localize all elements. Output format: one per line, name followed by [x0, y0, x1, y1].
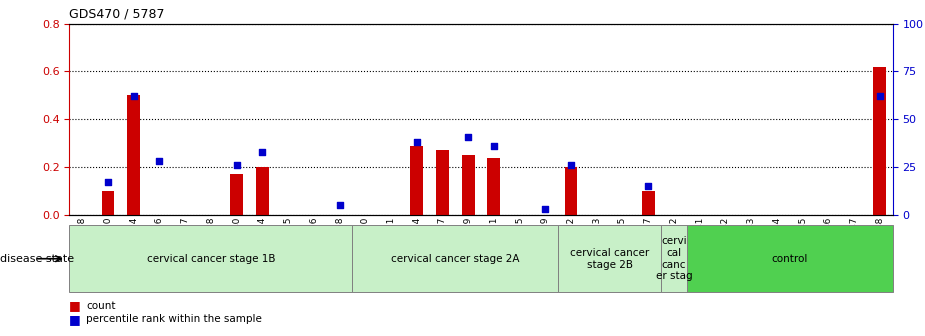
Text: cervical cancer stage 2A: cervical cancer stage 2A	[391, 254, 520, 264]
Bar	[69, 225, 352, 292]
Point	[872, 94, 887, 99]
Text: disease state: disease state	[0, 254, 74, 264]
Text: percentile rank within the sample: percentile rank within the sample	[86, 314, 262, 324]
Text: count: count	[86, 301, 116, 311]
Text: cervical cancer stage 1B: cervical cancer stage 1B	[147, 254, 275, 264]
Bar	[352, 225, 558, 292]
Bar	[487, 158, 500, 215]
Text: ■: ■	[69, 299, 81, 312]
Point	[409, 139, 424, 145]
Point	[563, 163, 578, 168]
Bar	[564, 167, 577, 215]
Point	[487, 143, 501, 149]
Point	[229, 163, 244, 168]
Bar	[661, 225, 686, 292]
Bar	[462, 155, 475, 215]
Point	[101, 180, 116, 185]
Bar	[102, 191, 115, 215]
Bar	[230, 174, 243, 215]
Text: ■: ■	[69, 313, 81, 326]
Point	[152, 159, 166, 164]
Bar	[256, 167, 269, 215]
Bar	[686, 225, 893, 292]
Bar	[558, 225, 661, 292]
Point	[461, 134, 475, 139]
Bar	[642, 191, 655, 215]
Text: cervi
cal
canc
er stag: cervi cal canc er stag	[656, 236, 692, 281]
Point	[538, 207, 553, 212]
Text: cervical cancer
stage 2B: cervical cancer stage 2B	[570, 248, 649, 269]
Bar	[411, 145, 423, 215]
Point	[332, 203, 347, 208]
Point	[255, 149, 270, 155]
Text: control: control	[771, 254, 808, 264]
Bar	[128, 95, 140, 215]
Bar	[873, 67, 886, 215]
Point	[641, 183, 656, 189]
Point	[127, 94, 142, 99]
Bar	[436, 151, 449, 215]
Text: GDS470 / 5787: GDS470 / 5787	[69, 8, 165, 21]
